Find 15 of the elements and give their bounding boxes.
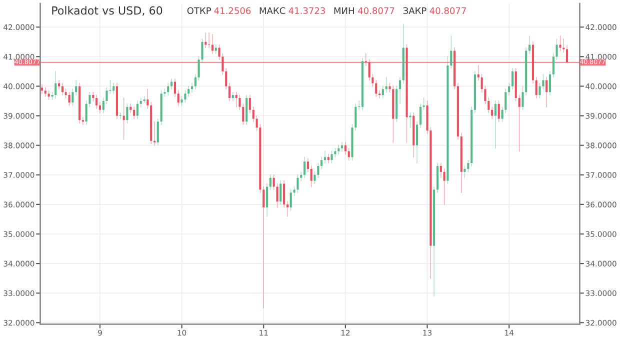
candlestick bbox=[232, 92, 234, 102]
candlestick bbox=[119, 112, 122, 120]
annotation: МАКС 41.3723 bbox=[260, 7, 325, 14]
annotation: МИН 40.8077 bbox=[334, 7, 394, 14]
candlestick bbox=[378, 90, 381, 98]
annotation: ОТКР 41.2506 bbox=[187, 7, 251, 14]
candlestick bbox=[327, 154, 330, 164]
candlestick bbox=[300, 172, 302, 182]
candlestick bbox=[82, 116, 84, 125]
candlestick bbox=[190, 82, 194, 92]
candlestick bbox=[340, 142, 344, 152]
candlestick bbox=[58, 80, 60, 90]
chart-title: Polkadot vs USD, 60 bbox=[52, 6, 162, 16]
annotation: ЗАКР 40.8077 bbox=[403, 7, 466, 14]
candlestick bbox=[40, 84, 44, 94]
